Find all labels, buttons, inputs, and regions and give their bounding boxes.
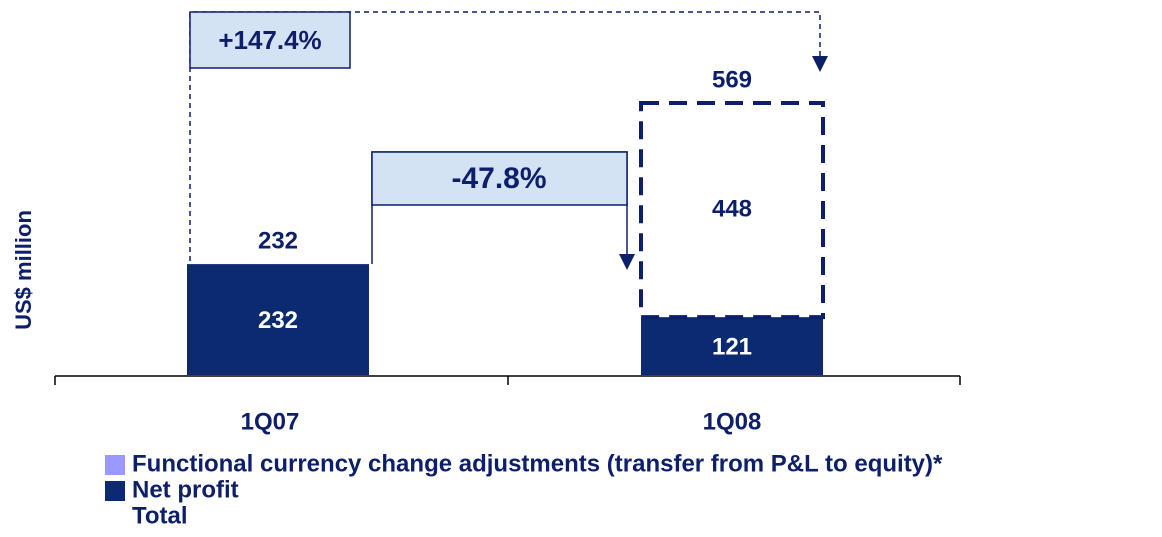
annotation-short: -47.8% [371,151,635,270]
annotation-box [189,11,351,69]
arrow [619,254,635,270]
legend-label: Net profit [132,476,239,503]
y-axis-label: US$ million [11,210,36,330]
data-label: 232 [258,307,298,334]
legend-marker [105,481,125,501]
annotation-text: +147.4% [218,25,321,55]
annotation-text: -47.8% [451,162,546,195]
annotation-box [371,151,628,206]
total-label: 232 [258,227,298,254]
x-tick-label: 1Q07 [241,408,300,435]
bar-dashed [639,101,825,320]
bar [641,317,823,375]
arrow [812,56,828,72]
legend-label: Functional currency change adjustments (… [132,450,943,477]
total-label: 569 [712,66,752,93]
legend-marker [105,455,125,475]
data-label: 121 [712,333,752,360]
data-label: 448 [712,195,752,222]
x-tick-label: 1Q08 [703,408,762,435]
annotation-long: +147.4% [189,11,828,270]
bar [187,264,369,375]
legend-label: Total [132,502,188,529]
connector [189,11,821,270]
